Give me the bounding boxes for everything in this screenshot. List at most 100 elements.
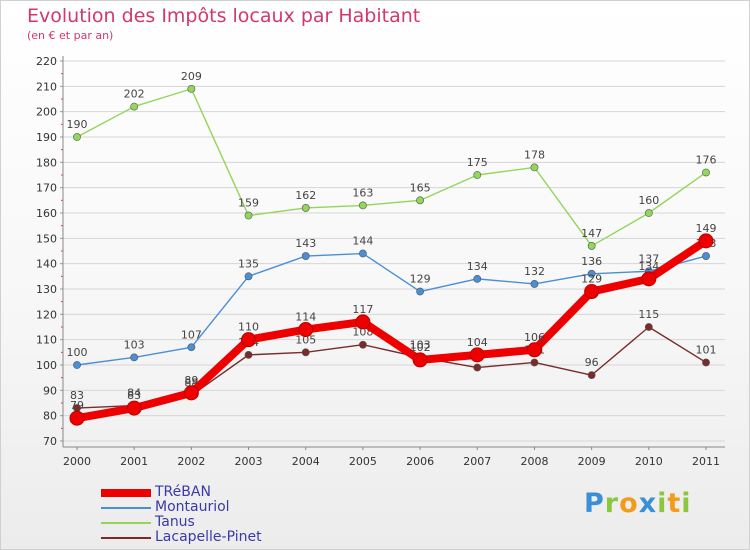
data-point <box>473 171 482 179</box>
y-tick-label: 120 <box>36 308 57 321</box>
data-point <box>587 371 596 380</box>
brand-letter: t <box>667 488 682 519</box>
data-label: 134 <box>467 260 488 273</box>
legend-label: Tanus <box>155 514 195 530</box>
data-label: 110 <box>238 321 259 334</box>
data-point <box>130 102 139 111</box>
y-tick-label: 150 <box>36 232 57 245</box>
x-tick-label: 2010 <box>635 455 663 468</box>
y-tick-label: 110 <box>36 334 57 347</box>
data-label: 134 <box>638 260 659 273</box>
y-tick-label: 220 <box>36 55 57 68</box>
data-label: 149 <box>696 222 717 235</box>
data-point <box>702 358 710 367</box>
data-label: 83 <box>127 389 141 402</box>
series-line <box>76 252 707 366</box>
data-point <box>130 353 139 362</box>
data-point <box>644 323 653 331</box>
data-point <box>244 211 253 220</box>
brand-letter: o <box>619 488 639 519</box>
data-point <box>584 284 600 300</box>
legend-label: Lacapelle-Pinet <box>155 529 262 545</box>
data-point <box>530 358 539 367</box>
legend-label: TRéBAN <box>155 484 211 500</box>
data-label: 147 <box>581 227 602 240</box>
data-label: 129 <box>410 273 431 286</box>
data-label: 105 <box>295 333 316 346</box>
x-tick-label: 2001 <box>120 455 148 468</box>
data-label: 163 <box>352 186 373 199</box>
data-point <box>244 272 253 281</box>
data-label: 143 <box>295 237 316 250</box>
x-tick-label: 2008 <box>520 455 548 468</box>
data-label: 162 <box>295 189 316 202</box>
data-point <box>183 385 199 401</box>
data-label: 209 <box>181 70 202 83</box>
brand-logo: Proxiti <box>584 488 692 519</box>
series-line <box>73 236 710 423</box>
legend-swatch <box>101 522 151 524</box>
data-label: 103 <box>410 338 431 351</box>
y-tick-label: 200 <box>36 106 57 119</box>
legend-swatch <box>101 507 151 509</box>
data-label: 84 <box>127 387 141 400</box>
brand-letter: r <box>604 488 620 519</box>
x-tick-label: 2005 <box>349 455 377 468</box>
data-label: 144 <box>352 235 373 248</box>
y-tick-label: 210 <box>36 80 57 93</box>
x-tick-label: 2011 <box>692 455 720 468</box>
data-label: 160 <box>638 194 659 207</box>
brand-letter: P <box>584 488 605 519</box>
x-tick-label: 2004 <box>292 455 320 468</box>
data-point <box>416 287 424 296</box>
x-tick-label: 2003 <box>235 455 263 468</box>
data-point <box>530 280 539 288</box>
data-point <box>473 363 482 372</box>
x-tick-label: 2002 <box>177 455 205 468</box>
data-point <box>359 249 367 258</box>
data-label: 100 <box>67 346 88 359</box>
data-label: 136 <box>581 255 602 268</box>
x-tick-label: 2009 <box>578 455 606 468</box>
series-montauriol: 100103107135143144129134132136137143 <box>67 235 717 369</box>
brand-letter: i <box>681 488 692 519</box>
series-line <box>76 88 707 247</box>
data-label: 101 <box>696 343 717 356</box>
data-point <box>73 133 81 141</box>
data-label: 117 <box>352 303 373 316</box>
data-label: 202 <box>124 88 145 101</box>
y-tick-label: 160 <box>36 207 57 220</box>
data-point <box>702 252 710 260</box>
data-point <box>301 348 310 357</box>
chart-title: Evolution des Impôts locaux par Habitant <box>27 5 421 27</box>
data-point <box>187 84 196 93</box>
data-point <box>702 168 710 177</box>
data-point <box>359 201 367 210</box>
chart-subtitle: (en € et par an) <box>27 29 114 42</box>
data-label: 176 <box>696 153 717 166</box>
data-label: 83 <box>70 389 84 402</box>
data-label: 178 <box>524 148 545 161</box>
data-label: 129 <box>581 273 602 286</box>
brand-letter: x <box>638 488 658 519</box>
data-point <box>469 347 485 363</box>
data-point <box>298 322 314 338</box>
data-point <box>241 332 257 348</box>
data-label: 89 <box>184 374 198 387</box>
data-point <box>644 209 653 217</box>
data-label: 135 <box>238 257 259 270</box>
data-point <box>412 352 428 368</box>
data-point <box>301 204 310 212</box>
data-point <box>526 342 542 358</box>
data-point <box>301 252 310 260</box>
data-point <box>473 274 482 283</box>
data-point <box>69 410 85 426</box>
y-tick-label: 130 <box>36 283 57 296</box>
data-label: 104 <box>467 336 488 349</box>
x-tick-label: 2000 <box>63 455 91 468</box>
x-tick-label: 2006 <box>406 455 434 468</box>
series-tanus: 190 202 209 159 162 163 165 175 178 147 160 176 <box>67 70 717 250</box>
